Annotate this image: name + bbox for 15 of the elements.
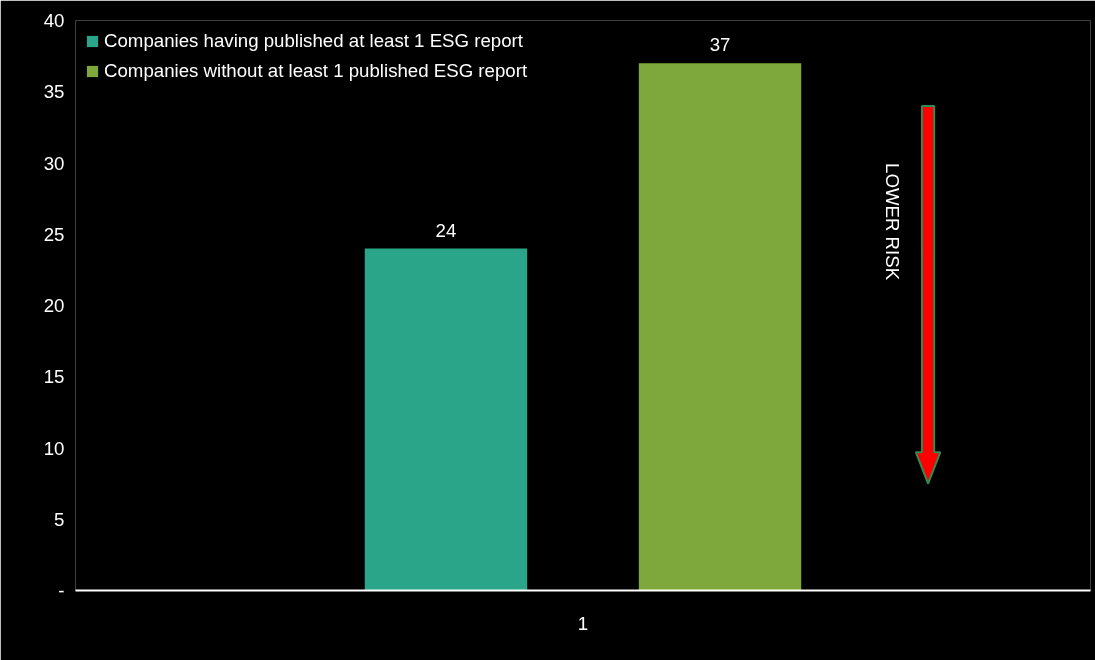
annotation: LOWER RISK	[882, 163, 904, 281]
legend-label: Companies having published at least 1 ESG report	[104, 30, 523, 52]
x-tick-label: 1	[577, 612, 589, 634]
y-tick-label: 40	[43, 10, 65, 31]
data-label: 24	[435, 219, 457, 241]
y-tick-label: 5	[54, 508, 65, 530]
y-tick-label: 15	[43, 366, 65, 388]
y-tick-label: 20	[43, 295, 65, 316]
y-tick-label: -	[58, 580, 65, 601]
legend-label: Companies without at least 1 published ESG report	[104, 60, 528, 82]
y-tick-label: 30	[43, 152, 65, 174]
y-tick-label: 10	[43, 437, 65, 459]
data-label: 37	[709, 34, 731, 56]
y-tick-label: 25	[43, 223, 65, 245]
y-tick-label: 35	[43, 81, 65, 103]
